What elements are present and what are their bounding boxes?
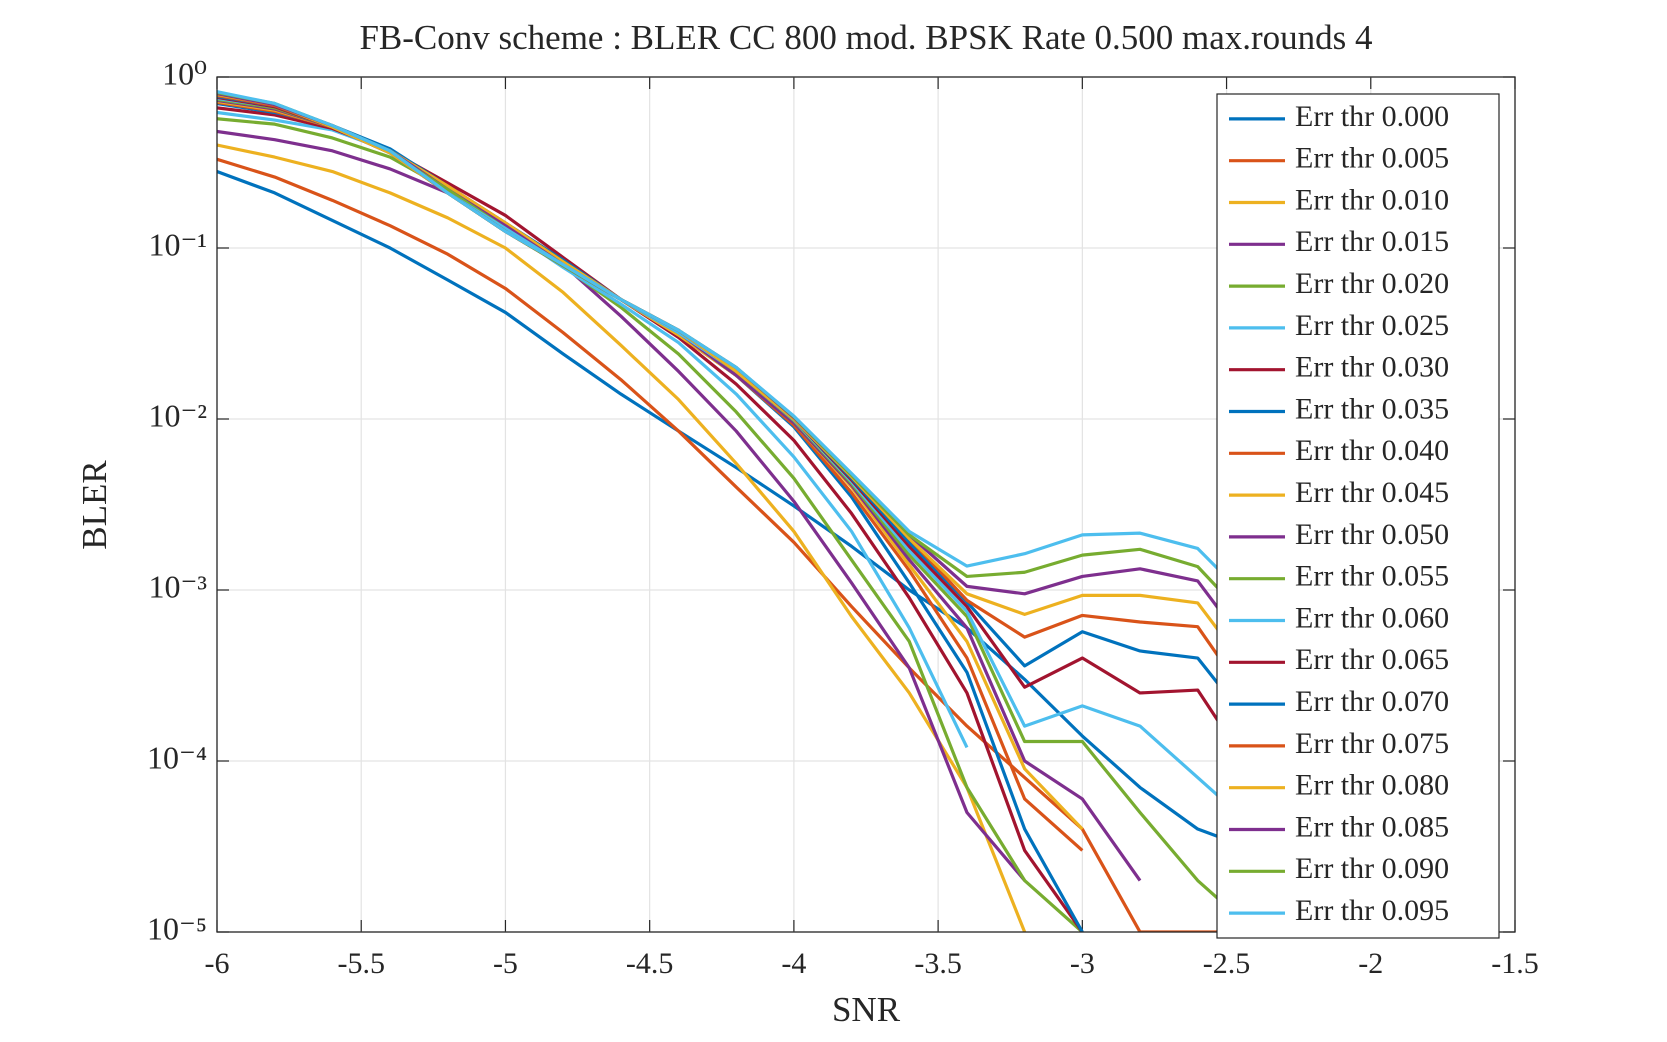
x-tick-label: -4.5: [626, 947, 674, 980]
series-line: [217, 117, 1084, 932]
x-tick-label: -6: [205, 947, 230, 980]
legend-label: Err thr 0.080: [1295, 769, 1449, 802]
x-tick-label: -2.5: [1203, 947, 1251, 980]
x-tick-label: -3.5: [914, 947, 962, 980]
legend-label: Err thr 0.055: [1295, 560, 1449, 593]
axes-box: [216, 76, 1516, 933]
x-tick-label: -3: [1070, 947, 1095, 980]
y-tick-label: 10⁻²: [149, 397, 207, 433]
legend-label: Err thr 0.020: [1295, 267, 1449, 300]
x-tick-label: -4: [781, 947, 806, 980]
y-tick-label: 10⁻¹: [149, 226, 207, 262]
x-axis-label: SNR: [832, 990, 901, 1029]
legend-label: Err thr 0.005: [1295, 142, 1449, 175]
legend-label: Err thr 0.025: [1295, 309, 1449, 342]
x-tick-label: -1.5: [1491, 947, 1539, 980]
y-tick-label: 10⁻⁵: [147, 910, 207, 946]
legend-label: Err thr 0.085: [1295, 810, 1449, 843]
series-line: [217, 170, 1256, 852]
legend-box: [1216, 93, 1500, 939]
legend-label: Err thr 0.065: [1295, 643, 1449, 676]
series-line: [217, 143, 1027, 932]
legend-label: Err thr 0.075: [1295, 727, 1449, 760]
legend-label: Err thr 0.045: [1295, 476, 1449, 509]
x-tick-label: -5: [493, 947, 518, 980]
y-tick-label: 10⁰: [162, 55, 207, 91]
series-line: [217, 90, 1257, 608]
legend-label: Err thr 0.095: [1295, 894, 1449, 927]
legend-label: Err thr 0.030: [1295, 351, 1449, 384]
legend-label: Err thr 0.010: [1295, 183, 1449, 216]
legend-label: Err thr 0.015: [1295, 225, 1449, 258]
series-line: [217, 129, 1026, 882]
legend-label: Err thr 0.040: [1295, 434, 1449, 467]
series-line: [217, 92, 1257, 681]
y-axis-label: BLER: [75, 460, 114, 550]
y-tick-label: 10⁻³: [149, 568, 207, 604]
legend-label: Err thr 0.035: [1295, 392, 1449, 425]
legend-label: Err thr 0.050: [1295, 518, 1449, 551]
chart-title: FB-Conv scheme : BLER CC 800 mod. BPSK R…: [359, 18, 1372, 57]
legend-label: Err thr 0.070: [1295, 685, 1449, 718]
y-tick-label: 10⁻⁴: [147, 739, 207, 775]
legend-label: Err thr 0.090: [1295, 852, 1449, 885]
legend-label: Err thr 0.060: [1295, 601, 1449, 634]
legend-label: Err thr 0.000: [1295, 100, 1449, 133]
x-tick-label: -2: [1358, 947, 1383, 980]
x-tick-label: -5.5: [337, 947, 385, 980]
series-group: [217, 90, 1257, 932]
